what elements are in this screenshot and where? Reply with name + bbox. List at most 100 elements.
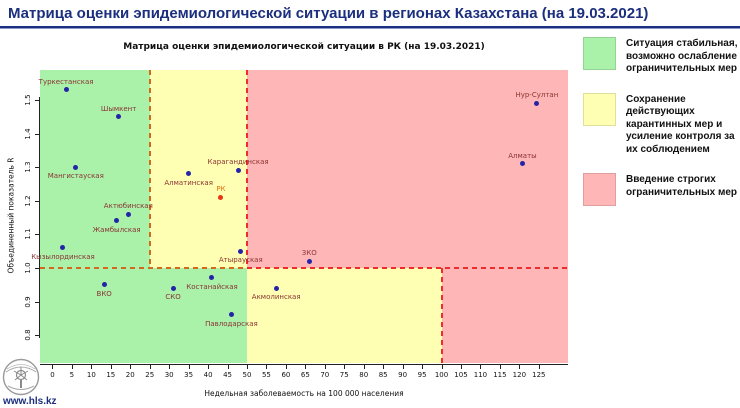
data-point: [218, 194, 224, 200]
x-axis-tick-label: 45: [223, 371, 232, 379]
page-title: Матрица оценки эпидемиологической ситуац…: [8, 5, 649, 22]
x-axis-tick-label: 75: [339, 371, 349, 379]
x-axis-tick: [324, 365, 326, 369]
x-axis-tick: [499, 365, 501, 369]
x-axis-tick-label: 10: [86, 371, 96, 379]
y-axis-tick: [35, 335, 39, 337]
y-axis-tick-label: 1.1: [24, 228, 32, 240]
data-point-label: Жамбылская: [92, 225, 141, 234]
x-axis-tick-label: 120: [512, 371, 527, 379]
data-point: [306, 258, 312, 264]
x-axis-tick-label: 80: [359, 371, 369, 379]
x-axis-tick: [266, 365, 268, 369]
y-axis-tick-label: 1.3: [24, 161, 32, 173]
x-axis-tick-label: 95: [417, 371, 427, 379]
y-axis: [39, 96, 40, 339]
data-point: [273, 285, 279, 291]
x-axis-tick: [188, 365, 190, 369]
x-axis-tick: [422, 365, 424, 369]
legend-item: Сохранение действующих карантинных мер и…: [583, 92, 739, 157]
data-point: [228, 312, 234, 318]
data-point-label: Павлодарская: [205, 319, 258, 328]
x-axis-tick-label: 65: [300, 371, 310, 379]
data-point-label: Атырауская: [218, 256, 263, 265]
y-axis-tick: [35, 267, 39, 269]
legend-color-swatch: [583, 92, 616, 126]
data-point: [235, 167, 241, 173]
x-axis-tick-label: 115: [493, 371, 507, 379]
threshold-line-x100: [440, 267, 443, 363]
x-axis: [40, 364, 568, 365]
y-axis-tick: [35, 167, 39, 169]
zone-green-bottom: [40, 267, 247, 363]
data-point: [186, 171, 192, 177]
x-axis-tick-label: 85: [378, 371, 388, 379]
x-axis-tick: [110, 365, 112, 369]
zone-red-top: [246, 70, 568, 268]
threshold-line-r1-right: [246, 266, 568, 269]
website-url: www.hls.kz: [3, 396, 57, 407]
x-axis-tick: [344, 365, 346, 369]
threshold-line-r1-left: [40, 266, 247, 269]
x-axis-tick: [519, 365, 521, 369]
data-point: [101, 282, 107, 288]
data-point-label: Туркестанская: [38, 77, 94, 86]
x-axis-tick-label: 70: [320, 371, 330, 379]
data-point-label: СКО: [165, 293, 181, 302]
zone-yellow-top: [149, 70, 247, 268]
x-axis-tick-label: 125: [532, 371, 546, 379]
x-axis-tick: [402, 365, 404, 369]
data-point: [63, 87, 69, 93]
x-axis-tick: [480, 365, 482, 369]
data-point-label: Карагандинская: [207, 158, 269, 167]
data-point-label: РК: [216, 185, 226, 194]
x-axis-tick-label: 15: [106, 371, 116, 379]
y-axis-tick: [35, 301, 39, 303]
x-axis-tick-label: 40: [203, 371, 213, 379]
legend-item-text: Сохранение действующих карантинных мер и…: [626, 93, 735, 155]
x-axis-tick-label: 90: [398, 371, 408, 379]
x-axis-tick: [441, 365, 443, 369]
data-point-label: Нур-Султан: [515, 91, 559, 100]
legend-item-text: Ситуация стабильная, возможно ослабление…: [626, 38, 738, 74]
y-axis-tick-label: 1.5: [24, 94, 32, 106]
zone-green-top: [40, 70, 150, 268]
x-axis-tick-label: 20: [125, 371, 135, 379]
x-axis-tick-label: 50: [242, 371, 252, 379]
y-axis-tick-label: 1.2: [24, 195, 32, 207]
data-point-label: Алматинская: [164, 178, 213, 187]
y-axis-tick-label: 1.0: [24, 262, 32, 274]
x-axis-tick: [227, 365, 229, 369]
x-axis-tick-label: 30: [164, 371, 174, 379]
data-point: [519, 161, 525, 167]
data-point: [114, 218, 120, 224]
organization-logo-emblem: [2, 358, 40, 396]
y-axis-tick-label: 1.4: [24, 127, 32, 140]
x-axis-tick: [130, 365, 132, 369]
data-point: [209, 275, 215, 281]
data-point-label: ВКО: [96, 289, 112, 298]
x-axis-tick-label: 110: [473, 371, 488, 379]
legend-item-text: Введение строгих ограничительных мер: [626, 174, 738, 198]
y-axis-label: Объединенный показатель R: [6, 157, 16, 274]
y-axis-tick: [35, 200, 39, 202]
chart-title: Матрица оценки эпидемиологической ситуац…: [123, 42, 485, 52]
data-point-label: Алматы: [508, 151, 537, 160]
legend-color-swatch: [583, 173, 616, 206]
legend: Ситуация стабильная, возможно ослабление…: [583, 37, 739, 223]
x-axis-tick: [149, 365, 151, 369]
y-axis-tick-label: 0.9: [24, 295, 32, 308]
legend-item: Введение строгих ограничительных мер: [583, 173, 739, 206]
data-point: [534, 100, 540, 106]
x-axis-tick: [246, 365, 248, 369]
x-axis-tick-label: 35: [184, 371, 194, 379]
data-point-label: ЗКО: [301, 249, 317, 258]
legend-color-swatch: [583, 37, 616, 70]
data-point-label: Актюбинская: [103, 202, 153, 211]
y-axis-tick: [35, 234, 39, 236]
y-axis-tick-label: 0.8: [24, 329, 32, 341]
threshold-line-x50: [245, 70, 248, 268]
x-axis-tick: [538, 365, 540, 369]
data-point-label: Мангистауская: [47, 172, 104, 181]
